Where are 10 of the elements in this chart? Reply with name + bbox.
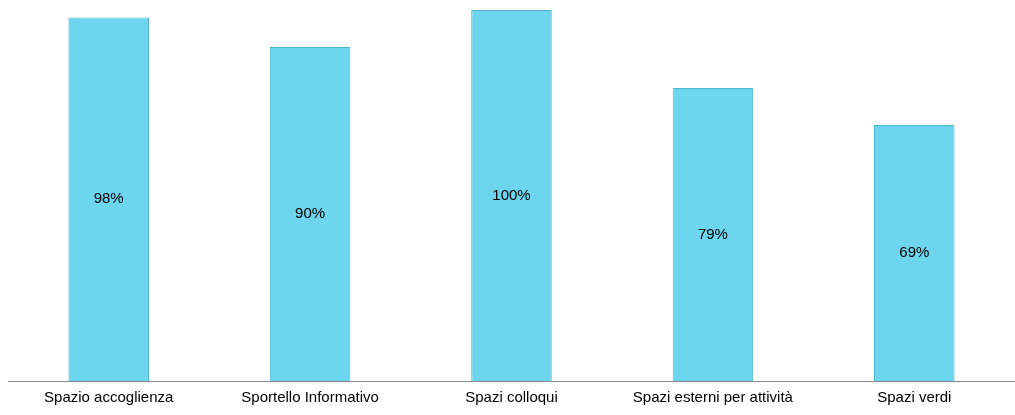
- data-label: 79%: [697, 224, 728, 242]
- data-label: 69%: [899, 243, 930, 261]
- x-tick-label: Spazio accoglienza: [44, 388, 174, 406]
- data-label: 98%: [93, 189, 124, 207]
- x-tick-label: Sportello Informativo: [241, 388, 379, 406]
- data-label: 100%: [492, 185, 531, 203]
- x-tick-label: Spazi verdi: [877, 388, 952, 406]
- x-tick-label: Spazi colloqui: [465, 388, 558, 406]
- data-label: 90%: [295, 204, 326, 222]
- x-tick-label: Spazi esterni per attività: [632, 388, 794, 406]
